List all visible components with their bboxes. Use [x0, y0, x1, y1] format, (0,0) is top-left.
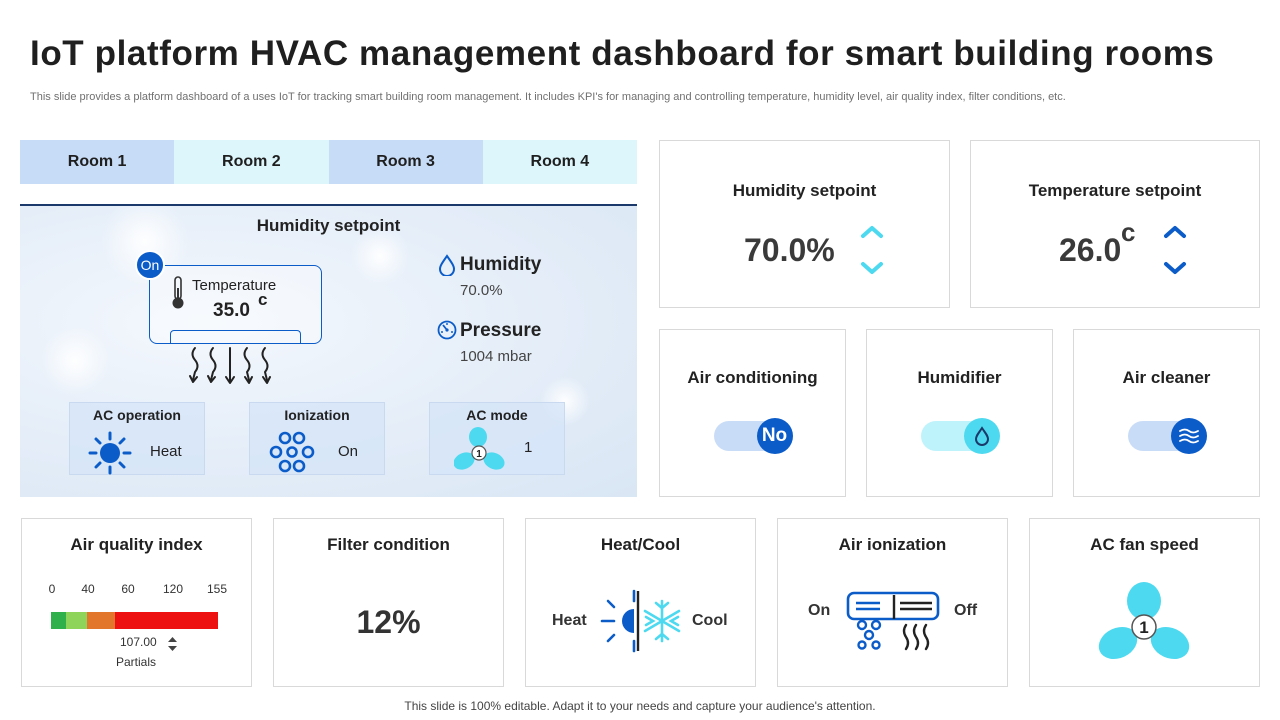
fan-speed-value: 1 [1139, 618, 1149, 637]
aqi-tick: 120 [162, 582, 184, 596]
ac-operation-value: Heat [150, 443, 182, 460]
chevron-up-icon[interactable] [1163, 225, 1187, 239]
temperature-setpoint-value: 26.0 [1059, 232, 1122, 268]
ion-particles-icon [269, 431, 315, 473]
ac-unit: Temperature 35.0 c [149, 265, 322, 344]
tab-room-1[interactable]: Room 1 [20, 140, 175, 184]
humidifier-card: Humidifier [866, 329, 1053, 497]
pressure-value: 1004 mbar [460, 348, 532, 365]
temperature-setpoint-title: Temperature setpoint [1028, 181, 1202, 200]
humidifier-toggle[interactable] [920, 418, 1000, 454]
air-cleaner-title: Air cleaner [1122, 368, 1211, 387]
svg-text:1: 1 [476, 449, 482, 460]
thermometer-icon [172, 276, 184, 309]
page-subtitle: This slide provides a platform dashboard… [30, 91, 1066, 103]
ac-mode-label: AC mode [466, 407, 528, 423]
wind-icon [1178, 428, 1199, 444]
heat-label: Heat [552, 612, 587, 629]
air-conditioning-toggle[interactable]: No [713, 418, 793, 454]
background-glow [350, 226, 410, 286]
filter-condition-card: Filter condition 12% [273, 518, 504, 687]
humidifier-knob [963, 418, 1000, 454]
ac-operation-card: AC operation Heat [69, 402, 205, 475]
ionization-label: Ionization [284, 407, 350, 423]
aqi-segment-moderate [66, 612, 87, 629]
air-quality-card: Air quality index 0 40 60 120 155 107.00… [21, 518, 252, 687]
air-conditioning-state: No [756, 418, 793, 454]
temperature-setpoint-card: Temperature setpoint 26.0 c [970, 140, 1260, 308]
air-purifier-icon [846, 591, 940, 651]
room-tabs: Room 1 Room 2 Room 3 Room 4 [20, 140, 637, 184]
page-footer: This slide is 100% editable. Adapt it to… [404, 699, 876, 713]
humidity-setpoint-title: Humidity setpoint [732, 181, 877, 200]
tab-room-4[interactable]: Room 4 [482, 140, 637, 184]
aqi-segment-unhealthy [115, 612, 218, 629]
aqi-tick: 0 [48, 582, 56, 596]
ac-vent [170, 330, 301, 344]
chevron-down-icon[interactable] [860, 261, 884, 275]
water-drop-icon [974, 426, 989, 446]
ionization-card: Ionization On [249, 402, 385, 475]
sort-arrows-icon[interactable] [167, 636, 178, 652]
ionization-off-label[interactable]: Off [954, 602, 978, 619]
aqi-segment-good [51, 612, 66, 629]
temperature-unit: c [258, 290, 268, 309]
temperature-value: 35.0 [213, 300, 250, 321]
pressure-gauge-icon [437, 320, 457, 340]
airflow-arrows-icon [189, 347, 271, 384]
fan-icon: 1 [454, 427, 505, 470]
aqi-scale-bar [51, 612, 218, 629]
humidity-setpoint-value: 70.0% [744, 232, 835, 268]
ac-fan-speed-title: AC fan speed [1090, 535, 1199, 554]
page-title: IoT platform HVAC management dashboard f… [30, 34, 1215, 73]
aqi-value: 107.00 [120, 635, 157, 649]
cool-label: Cool [692, 612, 728, 629]
air-cleaner-card: Air cleaner [1073, 329, 1260, 497]
ac-fan-speed-card: AC fan speed 1 [1029, 518, 1260, 687]
aqi-segment-poor [87, 612, 115, 629]
chevron-down-icon[interactable] [1163, 261, 1187, 275]
heat-cool-icon [600, 589, 681, 653]
ionization-value: On [338, 443, 359, 460]
air-cleaner-knob [1170, 418, 1207, 454]
background-glow [40, 326, 110, 396]
aqi-tick: 40 [81, 582, 95, 596]
fan-speed-icon [1098, 582, 1190, 660]
air-ionization-card: Air ionization On Off [777, 518, 1008, 687]
ac-mode-card: AC mode 1 1 [429, 402, 565, 475]
humidity-label: Humidity [460, 254, 542, 275]
air-cleaner-toggle[interactable] [1127, 418, 1207, 454]
ac-mode-value: 1 [524, 439, 533, 456]
tab-room-3[interactable]: Room 3 [328, 140, 483, 184]
air-conditioning-title: Air conditioning [687, 368, 818, 387]
air-conditioning-card: Air conditioning No [659, 329, 846, 497]
heat-cool-card: Heat/Cool Heat Cool [525, 518, 756, 687]
humidifier-title: Humidifier [917, 368, 1002, 387]
filter-condition-title: Filter condition [327, 535, 450, 554]
temperature-setpoint-unit: c [1121, 217, 1136, 247]
aqi-sub-label: Partials [116, 655, 157, 669]
ac-power-badge[interactable]: On [135, 250, 165, 280]
filter-condition-value: 12% [356, 604, 421, 640]
humidity-drop-icon [438, 254, 456, 276]
humidity-setpoint-card: Humidity setpoint 70.0% [659, 140, 950, 308]
sun-icon [88, 431, 132, 475]
tab-room-2[interactable]: Room 2 [174, 140, 329, 184]
aqi-tick: 60 [121, 582, 135, 596]
temperature-label: Temperature [192, 277, 277, 294]
chevron-up-icon[interactable] [860, 225, 884, 239]
heat-cool-title: Heat/Cool [600, 535, 681, 554]
ac-operation-label: AC operation [93, 407, 181, 423]
room-panel-title: Humidity setpoint [256, 216, 401, 235]
humidity-value: 70.0% [460, 282, 503, 299]
room-overview-panel: Humidity setpoint On Temperature 35.0 c … [20, 204, 637, 497]
air-ionization-title: Air ionization [838, 535, 947, 554]
ionization-on-label[interactable]: On [808, 602, 831, 619]
aqi-tick: 155 [206, 582, 228, 596]
air-quality-title: Air quality index [70, 535, 203, 554]
pressure-label: Pressure [460, 320, 542, 341]
